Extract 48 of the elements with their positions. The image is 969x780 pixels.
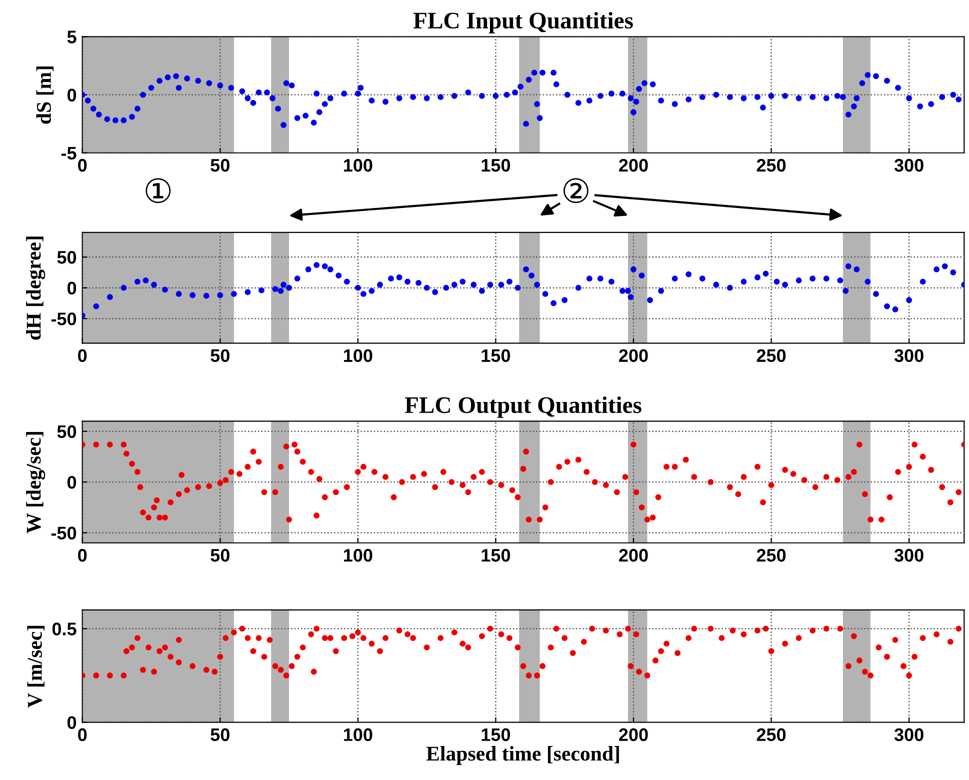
x-tick-label: 200 [619,349,648,362]
y-tick-label: -5 [61,147,76,160]
x-tick-label: 150 [482,158,510,172]
x-tick-label: 0 [78,349,87,362]
x-tick-label: 150 [482,728,510,742]
y-tick-label: 0.5 [52,622,76,636]
x-tick-label: 200 [619,548,648,562]
x-tick-label: 100 [344,728,372,742]
y-tick-label: -50 [51,312,76,326]
chart-title: FLC Output Quantities [404,396,642,418]
x-tick-label: 0 [78,158,87,172]
y-axis-title: dH [degree] [26,236,46,340]
x-tick-label: 50 [210,349,230,362]
y-tick-label: 50 [57,425,76,438]
x-tick-label: 300 [894,158,924,172]
text: ② [563,178,588,204]
x-tick-label: 100 [344,158,372,172]
x-tick-label: 300 [894,728,924,742]
y-tick-label: 0 [67,282,76,295]
x-tick-label: 0 [78,548,87,562]
x-tick-label: 50 [210,158,230,172]
x-tick-label: 300 [894,349,924,362]
x-tick-label: 100 [344,349,372,362]
x-tick-label: 100 [344,548,372,562]
x-tick-label: 250 [756,728,786,742]
text: ① [146,178,171,204]
x-tick-label: 50 [210,728,230,742]
y-tick-label: -50 [51,526,76,540]
chart-title: FLC Input Quantities [413,12,633,34]
y-axis-title: W [deg/sec] [26,432,46,534]
x-tick-label: 250 [756,548,786,562]
y-tick-label: 0 [67,476,76,489]
y-axis-title: V [m/sec] [27,626,45,708]
x-tick-label: 200 [619,728,648,742]
x-tick-label: 50 [210,548,230,562]
y-tick-label: 5 [67,30,76,44]
y-tick-label: 0 [67,716,76,729]
x-tick-label: 300 [894,548,924,562]
x-tick-label: 250 [756,349,786,362]
y-axis-title: dS [m] [36,66,54,124]
y-tick-label: 0 [67,88,76,102]
x-axis-title: Elapsed time [second] [426,746,619,765]
x-tick-label: 0 [78,728,87,742]
y-tick-label: 50 [57,250,76,264]
x-tick-label: 150 [482,548,510,562]
x-tick-label: 250 [756,158,786,172]
x-tick-label: 200 [619,158,648,172]
x-tick-label: 150 [482,349,510,362]
